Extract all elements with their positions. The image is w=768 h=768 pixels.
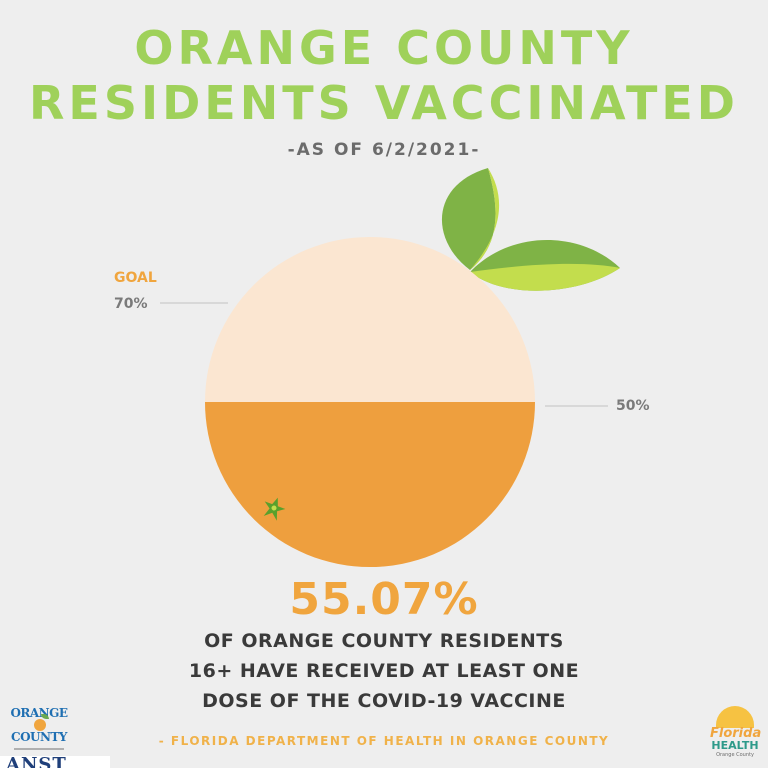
goal-value: 70% — [114, 296, 148, 312]
fh-logo-line-3: Orange County — [716, 752, 754, 758]
edge-text-label: ANST — [6, 756, 67, 768]
leaf-icon — [441, 168, 620, 291]
title-line-1: ORANGE COUNTY — [134, 21, 634, 75]
title-line-2: RESIDENTS VACCINATED — [29, 76, 739, 130]
half-marker-value: 50% — [616, 398, 650, 414]
orange-icon — [34, 719, 46, 731]
sun-icon — [716, 706, 754, 728]
partial-edge-text: ANST — [0, 756, 110, 768]
divider — [14, 748, 64, 750]
source-credit: - FLORIDA DEPARTMENT OF HEALTH IN ORANGE… — [158, 734, 610, 748]
as-of-date: -AS OF 6/2/2021- — [287, 140, 481, 160]
orange-filled-region — [205, 402, 535, 567]
goal-label: GOAL — [114, 270, 157, 286]
fh-logo-line-2: HEALTH — [711, 739, 759, 752]
star-icon — [263, 497, 286, 521]
vaccinated-percentage: 55.07% — [289, 574, 479, 625]
description-line-2: 16+ HAVE RECEIVED AT LEAST ONE — [188, 660, 580, 682]
orange-county-logo: ORANGE COUNTY — [8, 704, 70, 754]
oc-logo-line-2: COUNTY — [11, 730, 67, 744]
description-line-1: OF ORANGE COUNTY RESIDENTS — [204, 630, 564, 652]
florida-health-logo: Florida HEALTH Orange County — [710, 704, 762, 760]
oc-logo-line-1: ORANGE — [10, 706, 68, 720]
fh-logo-line-1: Florida — [710, 726, 762, 741]
description-line-3: DOSE OF THE COVID-19 VACCINE — [202, 690, 566, 712]
leaf-icon — [41, 714, 49, 719]
